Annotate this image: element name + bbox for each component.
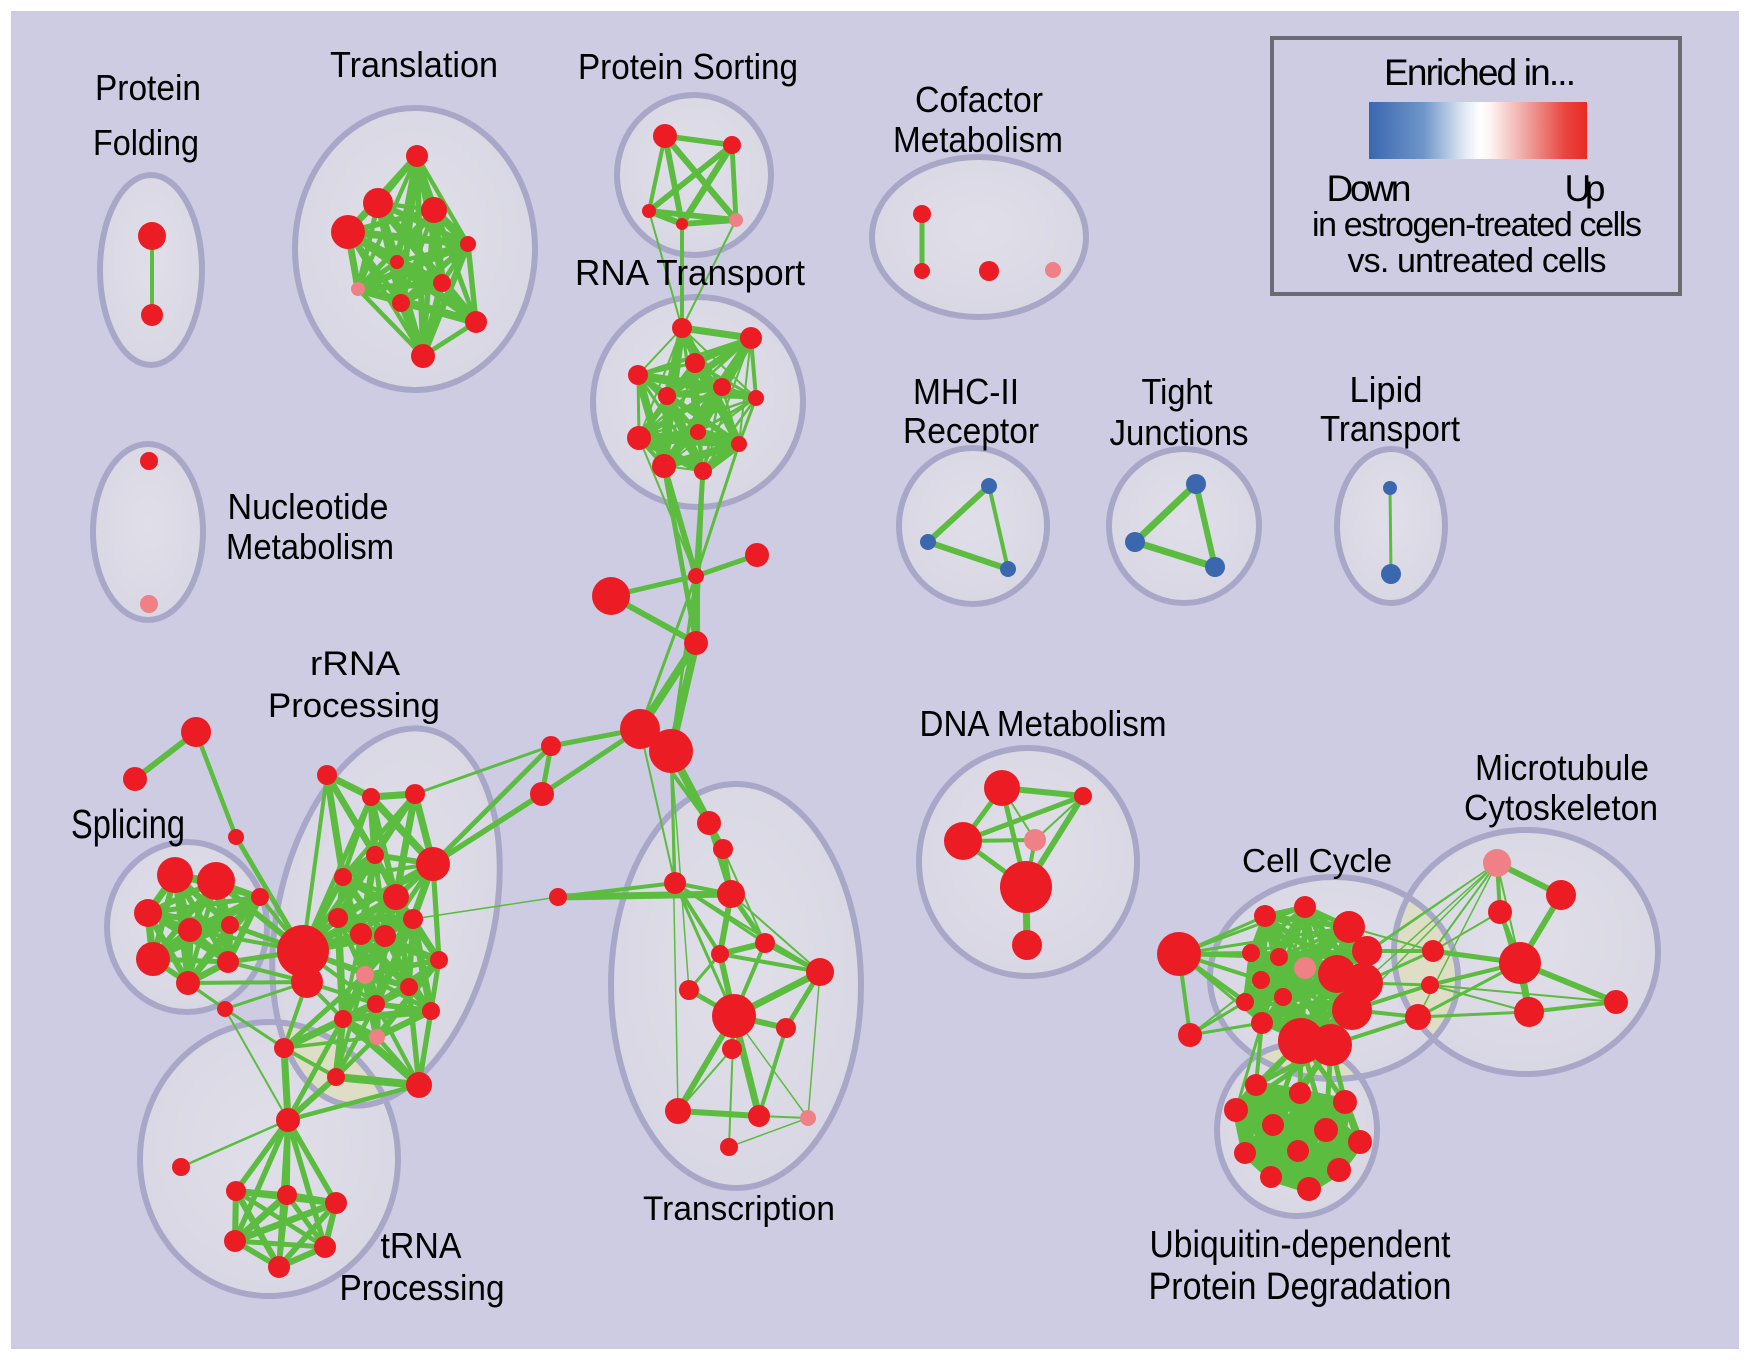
svg-text:tRNA: tRNA [381,1225,462,1266]
svg-text:Transcription: Transcription [643,1190,835,1228]
svg-text:DNA Metabolism: DNA Metabolism [920,703,1167,744]
svg-text:Up: Up [1565,168,1606,209]
svg-text:rRNA: rRNA [310,645,400,683]
svg-text:Translation: Translation [330,44,498,85]
svg-text:Protein Sorting: Protein Sorting [578,46,798,87]
svg-text:in estrogen-treated cells: in estrogen-treated cells [1312,206,1642,244]
svg-text:Metabolism: Metabolism [893,119,1063,160]
svg-text:Ubiquitin-dependent: Ubiquitin-dependent [1150,1224,1451,1266]
svg-text:Receptor: Receptor [903,410,1039,451]
svg-text:Folding: Folding [93,122,199,163]
svg-text:Nucleotide: Nucleotide [228,486,389,527]
svg-text:RNA Transport: RNA Transport [575,252,805,293]
svg-text:Cofactor: Cofactor [915,79,1043,120]
svg-text:Splicing: Splicing [71,801,185,847]
svg-text:Enriched in...: Enriched in... [1384,52,1576,93]
svg-text:Cell Cycle: Cell Cycle [1242,842,1392,879]
svg-text:Down: Down [1327,168,1412,209]
svg-text:Tight: Tight [1142,371,1213,412]
svg-text:Microtubule: Microtubule [1475,747,1649,788]
svg-text:vs. untreated cells: vs. untreated cells [1348,242,1607,280]
svg-text:Processing: Processing [268,687,440,725]
svg-text:Protein Degradation: Protein Degradation [1149,1266,1452,1308]
svg-text:Cytoskeleton: Cytoskeleton [1464,787,1658,828]
svg-text:Transport: Transport [1320,408,1460,449]
svg-text:Protein: Protein [95,67,201,108]
svg-text:Metabolism: Metabolism [226,526,394,567]
svg-text:Junctions: Junctions [1110,412,1249,453]
svg-text:Processing: Processing [340,1267,505,1308]
svg-text:MHC-II: MHC-II [913,371,1019,412]
svg-text:Lipid: Lipid [1350,369,1423,410]
